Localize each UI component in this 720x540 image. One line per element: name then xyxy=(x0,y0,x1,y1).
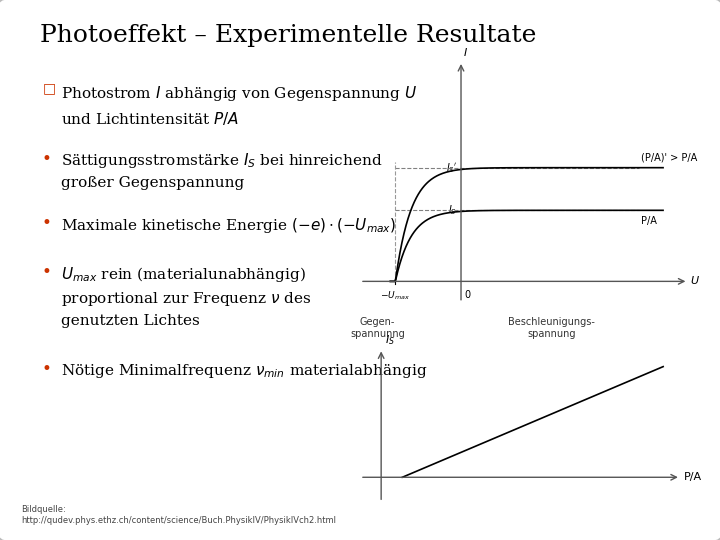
Text: 0: 0 xyxy=(464,290,470,300)
Text: $I_S$: $I_S$ xyxy=(385,333,395,347)
Text: Photoeffekt – Experimentelle Resultate: Photoeffekt – Experimentelle Resultate xyxy=(40,24,536,48)
Text: Sättigungsstromstärke $I_S$ bei hinreichend
großer Gegenspannung: Sättigungsstromstärke $I_S$ bei hinreich… xyxy=(61,151,382,190)
Text: Gegen-
spannunng: Gegen- spannunng xyxy=(351,317,405,339)
Text: □: □ xyxy=(43,81,56,95)
Text: •: • xyxy=(41,214,51,232)
Text: $I_S$: $I_S$ xyxy=(448,204,457,217)
Text: P/A: P/A xyxy=(684,472,703,482)
Text: •: • xyxy=(41,263,51,281)
Text: Photostrom $I$ abhängig von Gegenspannung $U$
und Lichtintensität $P/A$: Photostrom $I$ abhängig von Gegenspannun… xyxy=(61,84,418,127)
Text: P/A: P/A xyxy=(642,216,657,226)
Text: I: I xyxy=(464,48,467,58)
Text: U: U xyxy=(690,276,699,286)
Text: (P/A)' > P/A: (P/A)' > P/A xyxy=(642,152,698,162)
Text: Bildquelle:
http://qudev.phys.ethz.ch/content/science/Buch.PhysikIV/PhysikIVch2.: Bildquelle: http://qudev.phys.ethz.ch/co… xyxy=(22,505,337,525)
Text: Nötige Minimalfrequenz $\nu_{min}$ materialabhängig: Nötige Minimalfrequenz $\nu_{min}$ mater… xyxy=(61,362,428,380)
Text: $-U_{max}$: $-U_{max}$ xyxy=(380,290,410,302)
Text: •: • xyxy=(41,150,51,167)
Text: Beschleunigungs-
spannung: Beschleunigungs- spannung xyxy=(508,317,595,339)
Text: $I_S{'}$: $I_S{'}$ xyxy=(446,161,457,174)
Text: •: • xyxy=(41,360,51,378)
Text: $U_{max}$ rein (materialunabhängig)
proportional zur Frequenz $\nu$ des
genutzte: $U_{max}$ rein (materialunabhängig) prop… xyxy=(61,265,312,328)
Text: Maximale kinetische Energie $(-e) \cdot (-U_{max})$: Maximale kinetische Energie $(-e) \cdot … xyxy=(61,216,397,235)
